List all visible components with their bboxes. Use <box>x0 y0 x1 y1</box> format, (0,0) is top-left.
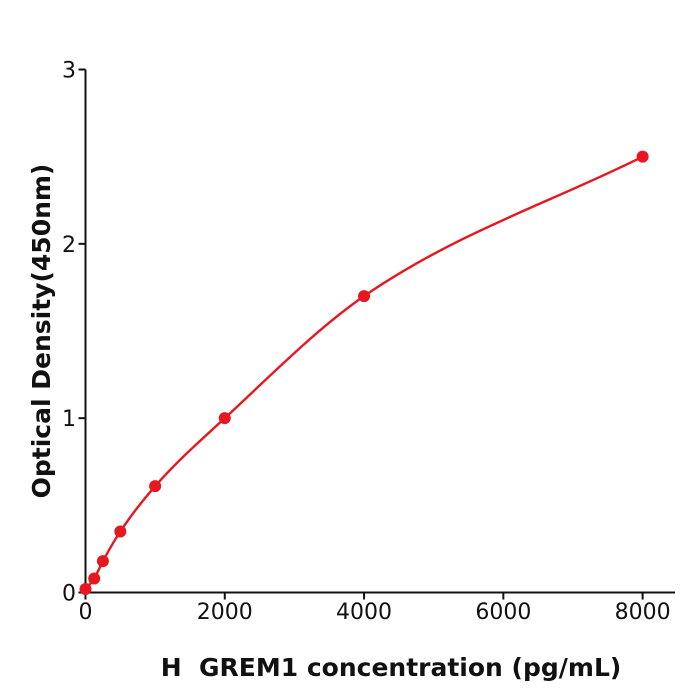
y-axis-title: Optical Density(450nm) <box>27 163 56 499</box>
x-tick-label: 4000 <box>336 600 392 625</box>
data-point <box>96 555 109 568</box>
data-point <box>114 525 127 538</box>
data-point <box>358 290 371 303</box>
x-tick-label: 0 <box>79 600 93 625</box>
data-point <box>79 583 92 596</box>
fit-curve <box>84 155 644 591</box>
x-axis-title: H GREM1 concentration (pg/mL) <box>160 653 622 682</box>
data-point <box>149 480 162 493</box>
x-tick-label: 6000 <box>475 600 531 625</box>
data-point <box>88 572 101 585</box>
x-tick-label: 8000 <box>615 600 671 625</box>
y-tick-label: 3 <box>62 59 76 84</box>
data-point <box>218 412 231 425</box>
y-tick-label: 2 <box>62 233 76 258</box>
x-tick-label: 2000 <box>197 600 253 625</box>
y-tick-label: 1 <box>62 407 76 432</box>
y-tick-label: 0 <box>62 582 76 607</box>
data-point <box>636 150 649 163</box>
